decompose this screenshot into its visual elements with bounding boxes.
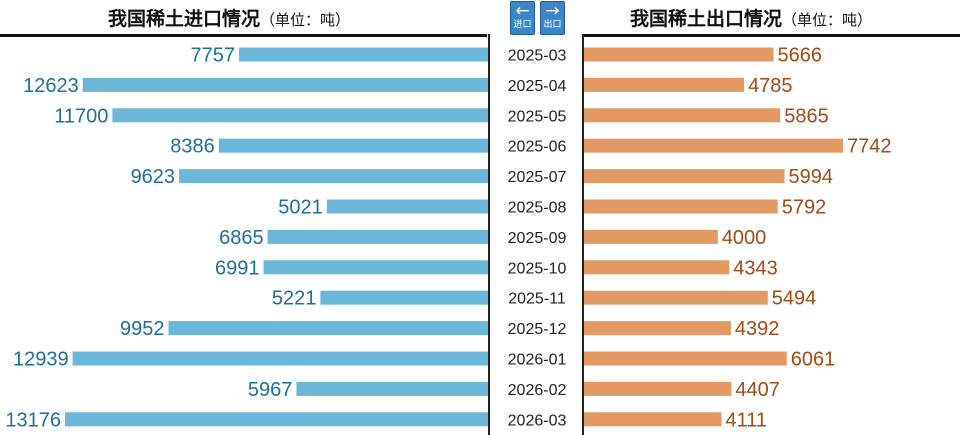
import-chart-title: 我国稀土进口情况（单位：吨） xyxy=(108,6,350,32)
export-title-text: 我国稀土出口情况 xyxy=(630,8,783,30)
import-value-label: 5021 xyxy=(278,197,323,219)
import-bar xyxy=(326,199,488,214)
export-value-label: 4111 xyxy=(726,409,768,431)
export-value-label: 5994 xyxy=(789,166,834,188)
import-bar xyxy=(72,351,488,366)
import-value-label: 11700 xyxy=(54,105,108,127)
month-label: 2025-05 xyxy=(508,108,567,125)
export-value-label: 4785 xyxy=(748,75,793,97)
export-bar xyxy=(584,381,732,396)
import-bar xyxy=(267,229,488,244)
import-value-label: 12939 xyxy=(13,349,69,371)
month-label: 2026-02 xyxy=(508,382,567,399)
arrow-left-icon: ← 进口 xyxy=(510,1,535,35)
import-icon-caption: 进口 xyxy=(513,20,532,30)
export-chart-title: 我国稀土出口情况（单位：吨） xyxy=(630,6,872,32)
export-bar xyxy=(584,169,785,184)
import-value-label: 5967 xyxy=(248,379,293,401)
import-bar xyxy=(179,169,489,184)
import-value-label: 6865 xyxy=(219,227,264,249)
export-unit-text: （单位：吨） xyxy=(782,11,873,29)
export-bars-group: 5666 4785 5865 7742 5994 5792 4000 4343 5494 4392… xyxy=(584,45,892,431)
month-label: 2025-03 xyxy=(508,48,567,65)
export-value-label: 4000 xyxy=(722,227,767,249)
import-value-label: 9952 xyxy=(120,318,165,340)
export-value-label: 4392 xyxy=(735,318,780,340)
import-title-text: 我国稀土进口情况 xyxy=(108,8,261,30)
month-label: 2025-11 xyxy=(508,291,566,308)
export-bar xyxy=(584,290,768,305)
month-label: 2025-12 xyxy=(508,321,567,338)
export-bar xyxy=(584,47,774,62)
export-bar xyxy=(584,108,781,123)
import-value-label: 12623 xyxy=(23,75,79,97)
month-label: 2026-03 xyxy=(508,412,567,429)
import-value-label: 7757 xyxy=(190,45,235,67)
import-unit-text: （单位：吨） xyxy=(260,11,351,29)
import-bar xyxy=(263,260,488,275)
arrow-right-icon: → 出口 xyxy=(540,1,565,35)
import-value-label: 8386 xyxy=(170,136,215,158)
export-icon-caption: 出口 xyxy=(543,20,562,30)
import-header-rule xyxy=(0,34,487,37)
month-label: 2025-09 xyxy=(508,230,567,247)
export-bar xyxy=(584,412,722,427)
export-value-label: 5792 xyxy=(782,197,827,219)
import-value-label: 5221 xyxy=(272,288,317,310)
month-label: 2026-01 xyxy=(508,352,567,369)
import-bar xyxy=(218,138,488,153)
import-bar xyxy=(65,412,488,427)
import-bar xyxy=(82,77,488,92)
export-value-label: 5494 xyxy=(772,288,817,310)
month-label: 2025-08 xyxy=(508,200,567,217)
import-bar xyxy=(112,108,488,123)
export-value-label: 4343 xyxy=(733,257,778,279)
export-value-label: 7742 xyxy=(847,136,892,158)
export-bar xyxy=(584,77,745,92)
month-column-left-divider xyxy=(488,34,490,435)
month-label: 2025-07 xyxy=(508,169,567,186)
export-bar xyxy=(584,321,731,336)
import-bar xyxy=(320,290,488,305)
month-label: 2025-06 xyxy=(508,139,567,156)
export-bar xyxy=(584,351,787,366)
import-bar xyxy=(168,321,488,336)
export-bar xyxy=(584,138,843,153)
export-value-label: 4407 xyxy=(735,379,780,401)
export-header-rule xyxy=(584,34,960,37)
export-bar xyxy=(584,229,718,244)
import-bar xyxy=(296,381,488,396)
export-value-label: 6061 xyxy=(791,349,836,371)
month-label: 2025-10 xyxy=(508,260,567,277)
import-value-label: 9623 xyxy=(131,166,176,188)
month-column-right-divider xyxy=(582,34,584,435)
export-bar xyxy=(584,260,730,275)
export-bar xyxy=(584,199,778,214)
export-value-label: 5865 xyxy=(784,105,829,127)
month-label: 2025-04 xyxy=(508,78,567,95)
export-value-label: 5666 xyxy=(778,45,823,67)
import-value-label: 6991 xyxy=(215,257,260,279)
import-bars-group: 7757 12623 11700 8386 9623 5021 6865 6991 5221 99… xyxy=(5,45,489,431)
import-bar xyxy=(238,47,488,62)
month-labels-group: 2025-03 2025-04 2025-05 2025-06 2025-07 2025-… xyxy=(508,48,567,430)
import-value-label: 13176 xyxy=(5,409,61,431)
